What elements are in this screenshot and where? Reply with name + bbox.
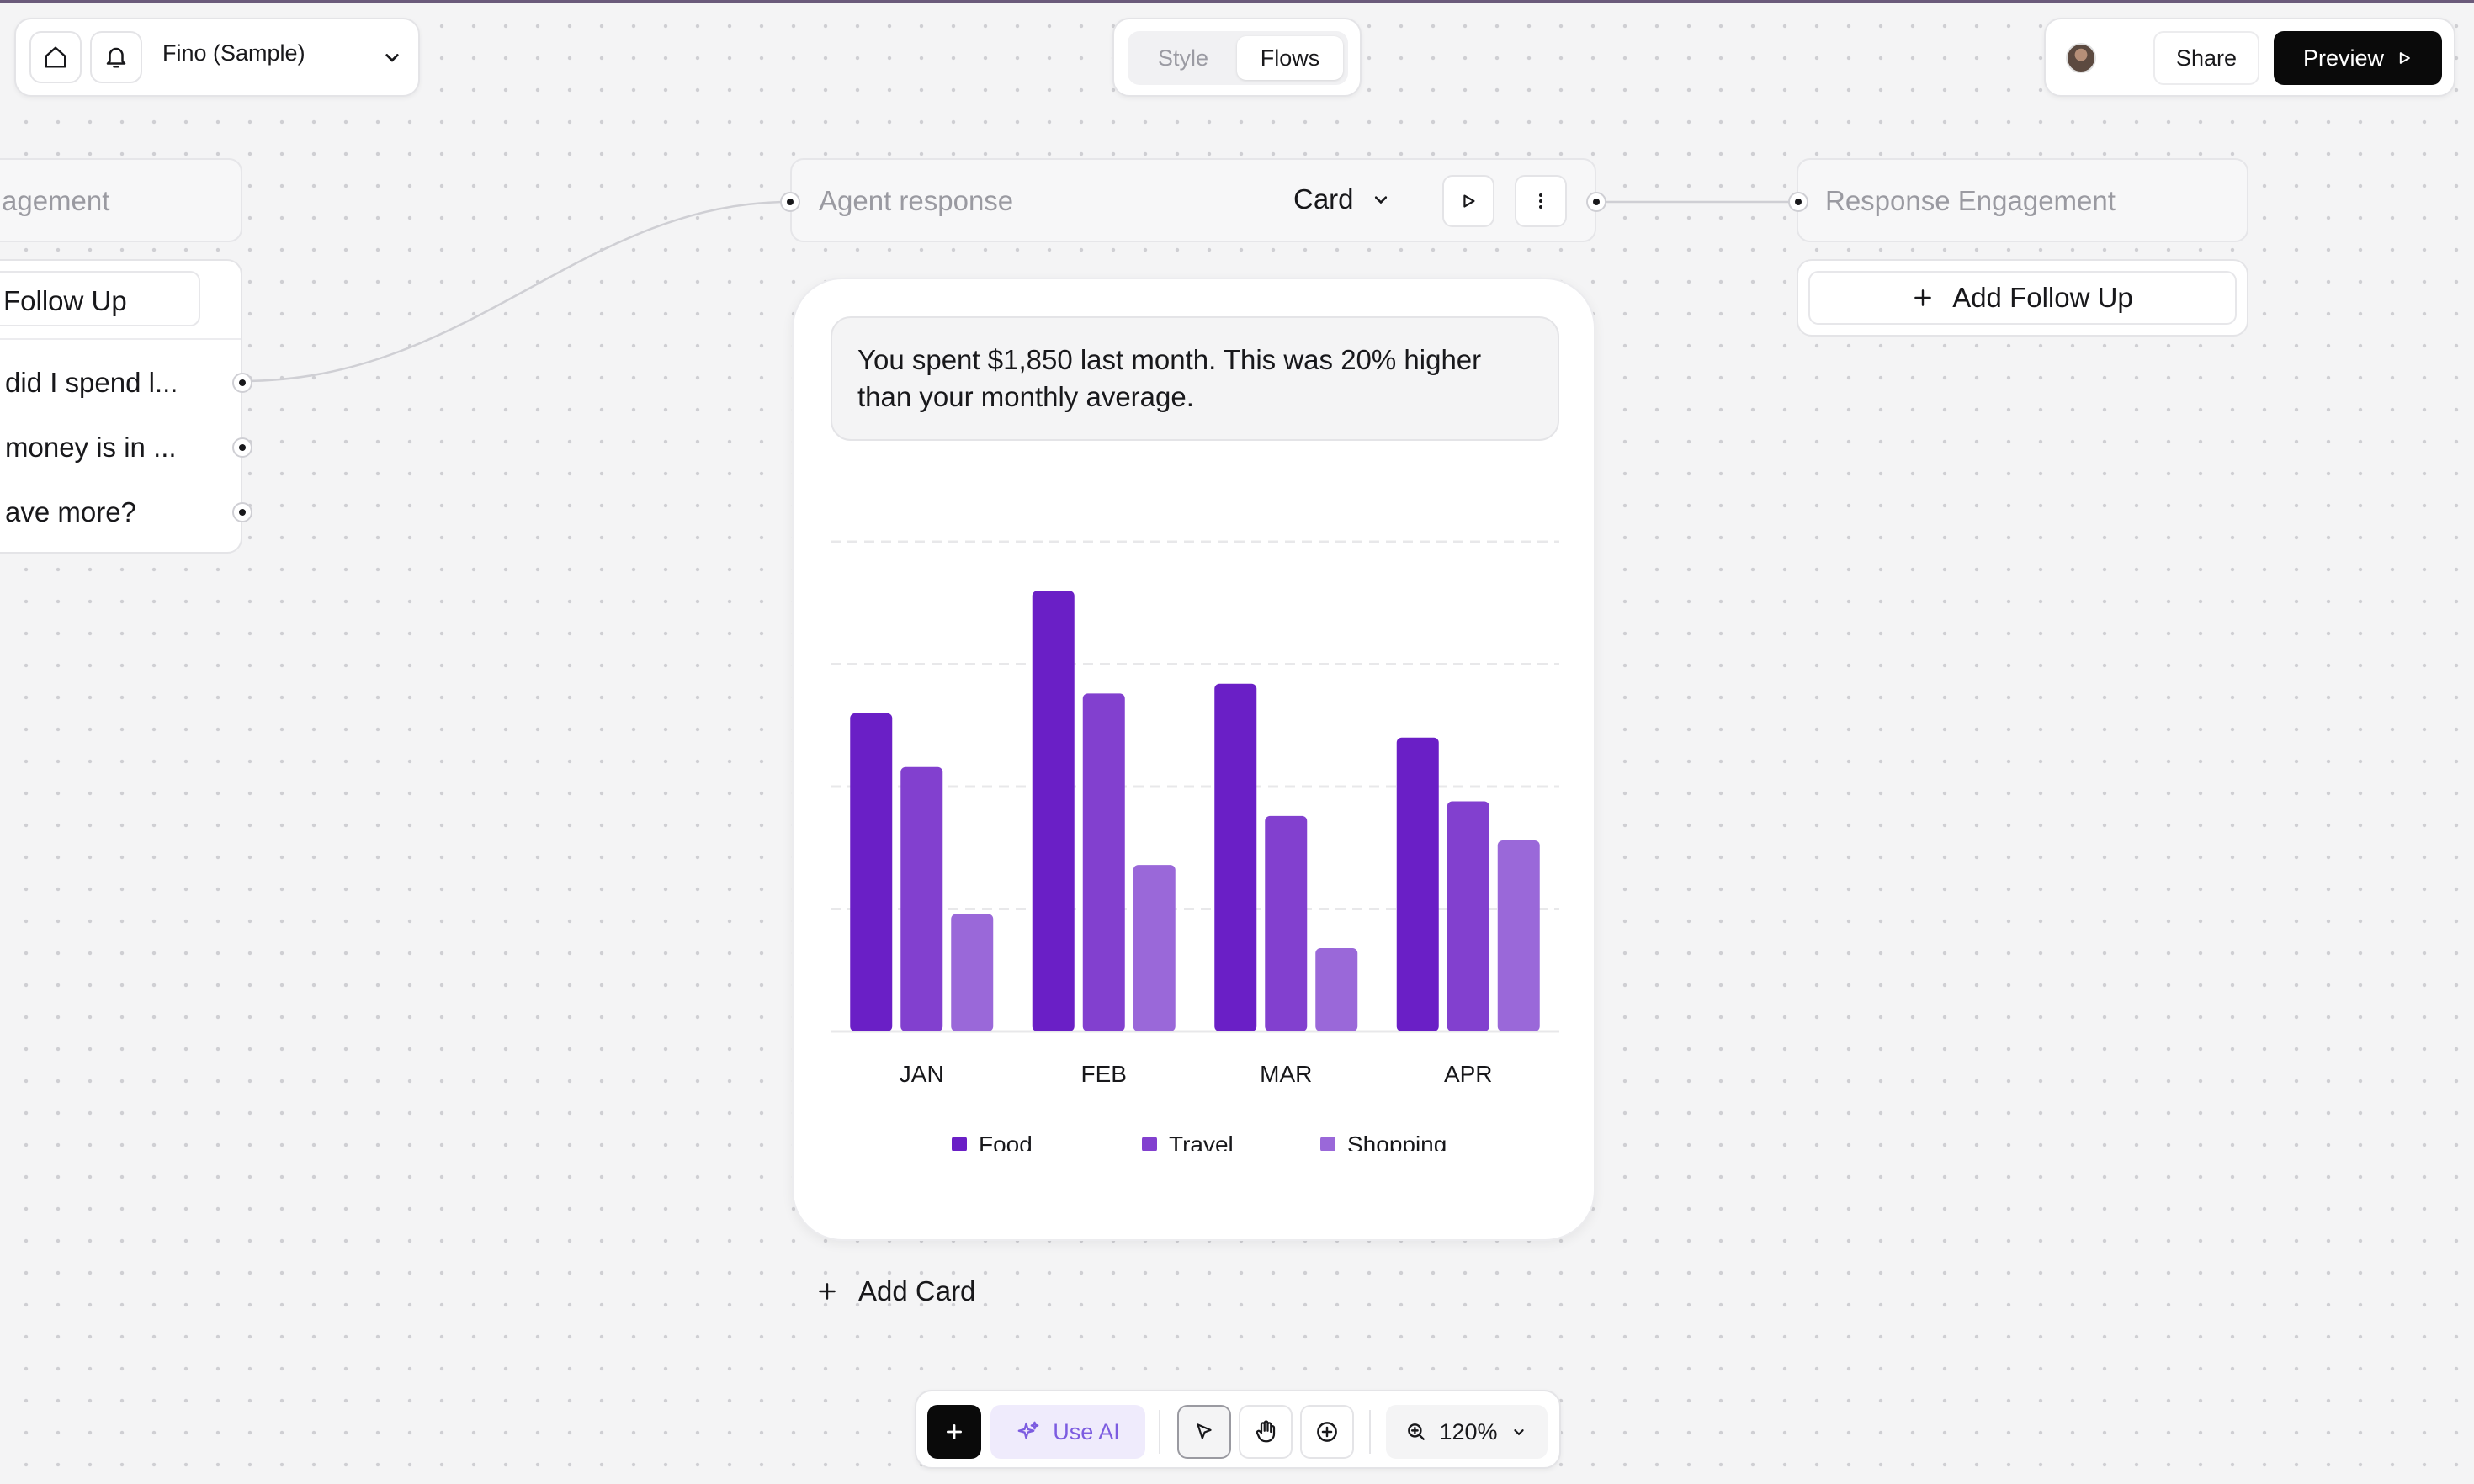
use-ai-button[interactable]: Use AI: [990, 1405, 1145, 1459]
bar-food-mar: [1214, 683, 1257, 1031]
add-follow-up-label: Add Follow Up: [1952, 282, 2133, 313]
select-tool-button[interactable]: [1177, 1405, 1231, 1459]
bar-food-jan: [850, 713, 893, 1031]
message-bubble: You spent $1,850 last month. This was 20…: [831, 316, 1559, 441]
hand-tool-button[interactable]: [1239, 1405, 1293, 1459]
zoom-select[interactable]: 120%: [1386, 1405, 1548, 1459]
legend-label: Food: [979, 1132, 1033, 1151]
x-tick-label: JAN: [900, 1061, 944, 1087]
bottom-toolbar: Use AI 120%: [915, 1390, 1561, 1469]
play-icon: [2399, 52, 2410, 64]
response-engagement-body: Add Follow Up: [1797, 259, 2248, 337]
legend-swatch: [1320, 1137, 1335, 1151]
bar-food-apr: [1396, 737, 1439, 1031]
spending-chart: JAN FEB MAR APR Food Travel Shopping: [831, 540, 1559, 1151]
left-node-header[interactable]: agement: [0, 158, 242, 242]
comment-tool-button[interactable]: [1300, 1405, 1354, 1459]
add-card-label: Add Card: [858, 1275, 976, 1306]
chevron-down-icon[interactable]: [380, 45, 405, 70]
agent-response-node-header[interactable]: Agent response Card: [790, 158, 1596, 242]
legend-label: Shopping: [1347, 1132, 1447, 1151]
response-engagement-title: Response Engagement: [1825, 185, 2116, 216]
run-button[interactable]: [1442, 175, 1494, 227]
more-vertical-icon: [1539, 193, 1542, 209]
mode-tabs: Style Flows: [1112, 18, 1362, 97]
preview-button[interactable]: Preview: [2274, 31, 2442, 85]
add-comment-icon: [1317, 1422, 1337, 1442]
bar-shopping-feb: [1133, 865, 1176, 1031]
follow-up-label: Follow Up: [3, 285, 127, 316]
cursor-icon: [1197, 1423, 1212, 1439]
plus-icon: [819, 1283, 836, 1300]
more-options-button[interactable]: [1515, 175, 1567, 227]
share-button[interactable]: Share: [2153, 31, 2259, 85]
zoom-level: 120%: [1439, 1418, 1498, 1444]
zoom-in-icon: [1408, 1423, 1425, 1440]
plus-icon: [1914, 289, 1932, 306]
input-port-engagement[interactable]: [1788, 192, 1808, 212]
toolbar-divider: [1159, 1410, 1160, 1454]
tab-flows[interactable]: Flows: [1237, 36, 1343, 80]
tab-style[interactable]: Style: [1157, 45, 1209, 71]
response-engagement-node-header[interactable]: Response Engagement: [1797, 158, 2248, 242]
toolbar-divider: [1369, 1410, 1371, 1454]
response-card: You spent $1,850 last month. This was 20…: [792, 278, 1595, 1241]
project-name[interactable]: Fino (Sample): [162, 40, 305, 66]
play-icon: [1463, 194, 1475, 208]
project-bar: Fino (Sample): [14, 18, 420, 97]
home-button[interactable]: [29, 31, 82, 83]
output-port-question-2[interactable]: [232, 437, 252, 458]
hand-icon: [1256, 1420, 1276, 1443]
home-icon: [45, 46, 66, 68]
response-type-label: Card: [1293, 183, 1354, 215]
legend-swatch: [1142, 1137, 1157, 1151]
bell-icon: [106, 47, 126, 68]
output-port-question-1[interactable]: [232, 373, 252, 393]
left-node-body: Follow Up did I spend l... money is in .…: [0, 259, 242, 554]
left-node-title: agement: [2, 185, 110, 216]
add-follow-up-button[interactable]: Add Follow Up: [1808, 271, 2237, 325]
follow-up-button[interactable]: Follow Up: [0, 271, 200, 326]
output-port-question-3[interactable]: [232, 502, 252, 522]
agent-response-title: Agent response: [819, 185, 1014, 216]
tab-group: Style Flows: [1128, 31, 1348, 85]
bar-shopping-jan: [951, 914, 994, 1031]
add-card-button[interactable]: Add Card: [816, 1275, 975, 1307]
add-node-button[interactable]: [927, 1405, 981, 1459]
x-tick-label: APR: [1444, 1061, 1493, 1087]
follow-up-question-2[interactable]: money is in ...: [5, 432, 177, 463]
bar-travel-mar: [1265, 815, 1308, 1031]
share-bar: Share Preview: [2044, 18, 2455, 97]
bar-shopping-mar: [1315, 948, 1358, 1031]
bar-travel-feb: [1082, 693, 1125, 1031]
avatar[interactable]: [2066, 43, 2096, 73]
response-type-select[interactable]: Card: [1293, 183, 1393, 215]
notifications-button[interactable]: [90, 31, 142, 83]
connection-left-to-agent: [242, 200, 791, 383]
follow-up-question-3[interactable]: ave more?: [5, 496, 136, 527]
bar-travel-jan: [900, 766, 943, 1031]
chevron-down-icon: [1513, 1429, 1524, 1436]
bar-shopping-apr: [1497, 840, 1540, 1031]
bar-travel-apr: [1447, 801, 1489, 1031]
input-port-agent[interactable]: [780, 192, 800, 212]
x-tick-label: FEB: [1081, 1061, 1127, 1087]
x-tick-label: MAR: [1260, 1061, 1312, 1087]
plus-icon: [947, 1424, 962, 1439]
legend-label: Travel: [1169, 1132, 1234, 1151]
sparkle-icon: [1017, 1421, 1039, 1439]
output-port-agent[interactable]: [1586, 192, 1606, 212]
follow-up-question-1[interactable]: did I spend l...: [5, 367, 178, 398]
bar-food-feb: [1032, 591, 1075, 1031]
chevron-down-icon: [1374, 196, 1387, 204]
preview-label: Preview: [2302, 45, 2385, 71]
top-accent-line: [0, 0, 2474, 3]
divider: [0, 338, 241, 340]
use-ai-label: Use AI: [1053, 1418, 1120, 1444]
legend-swatch: [952, 1137, 967, 1151]
